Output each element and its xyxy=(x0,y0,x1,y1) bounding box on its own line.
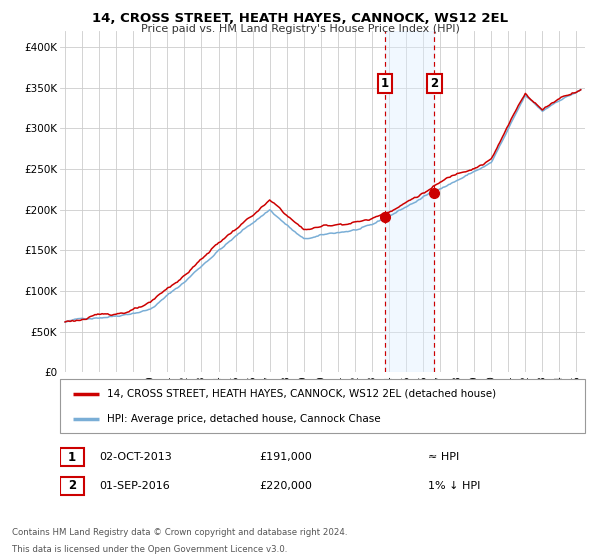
FancyBboxPatch shape xyxy=(60,448,83,466)
Text: 14, CROSS STREET, HEATH HAYES, CANNOCK, WS12 2EL (detached house): 14, CROSS STREET, HEATH HAYES, CANNOCK, … xyxy=(107,389,496,399)
Text: 2: 2 xyxy=(430,77,439,90)
Text: 1: 1 xyxy=(380,77,389,90)
Text: 02-OCT-2013: 02-OCT-2013 xyxy=(100,452,172,462)
FancyBboxPatch shape xyxy=(60,379,585,433)
Text: £191,000: £191,000 xyxy=(260,452,312,462)
Text: HPI: Average price, detached house, Cannock Chase: HPI: Average price, detached house, Cann… xyxy=(107,414,381,424)
Text: 2: 2 xyxy=(68,479,76,492)
FancyBboxPatch shape xyxy=(60,477,83,495)
Text: Price paid vs. HM Land Registry's House Price Index (HPI): Price paid vs. HM Land Registry's House … xyxy=(140,24,460,34)
Text: 14, CROSS STREET, HEATH HAYES, CANNOCK, WS12 2EL: 14, CROSS STREET, HEATH HAYES, CANNOCK, … xyxy=(92,12,508,25)
Text: £220,000: £220,000 xyxy=(260,481,313,491)
Text: 1: 1 xyxy=(68,451,76,464)
Bar xyxy=(385,31,434,372)
Text: Contains HM Land Registry data © Crown copyright and database right 2024.: Contains HM Land Registry data © Crown c… xyxy=(12,528,347,537)
Text: ≈ HPI: ≈ HPI xyxy=(427,452,459,462)
Text: This data is licensed under the Open Government Licence v3.0.: This data is licensed under the Open Gov… xyxy=(12,545,287,554)
Text: 1% ↓ HPI: 1% ↓ HPI xyxy=(427,481,480,491)
Text: 01-SEP-2016: 01-SEP-2016 xyxy=(100,481,170,491)
